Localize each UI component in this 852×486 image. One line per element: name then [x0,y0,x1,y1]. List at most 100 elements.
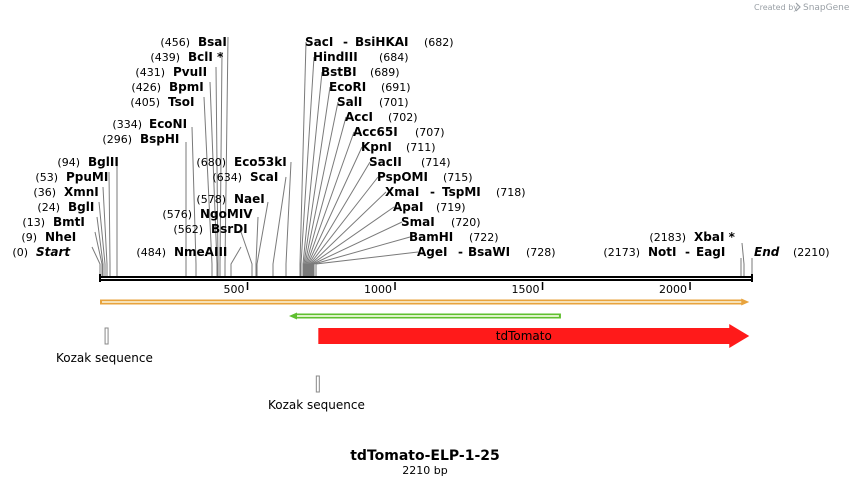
site-name-sali[interactable]: SalI [337,95,362,109]
site-name-bsawi[interactable]: BsaWI [468,245,510,259]
site-pos: (707) [415,126,445,139]
leader-bpmi [209,81,218,276]
site-name-nhei[interactable]: NheI [45,230,76,244]
leader-pspomi [309,176,379,276]
site-pos: (722) [469,231,499,244]
leader-smai [312,221,403,276]
leader-nmeaiii [230,246,242,276]
site-pos: (714) [421,156,451,169]
leader-bsai [224,36,229,276]
leader-ngomiv [255,216,259,276]
site-name-pspomi[interactable]: PspOMI [377,170,428,184]
site-name-econi[interactable]: EcoNI [149,117,187,131]
leader-hindiii [300,56,315,276]
leader-kpni [307,146,363,276]
site-pos: (728) [526,246,556,259]
leader-econi [191,126,197,276]
site-pos: (9) [21,231,37,244]
leader-pvuii [215,66,219,276]
site-pos: (296) [102,133,132,146]
tdtomato-arrow[interactable] [318,324,750,348]
site-name-naei[interactable]: NaeI [234,192,265,206]
bp-tick-1500 [541,282,544,290]
site-name-bamhi[interactable]: BamHI [409,230,453,244]
site-name-sacii[interactable]: SacII [369,155,402,169]
site-name-acci[interactable]: AccI [345,110,373,124]
features: Kozak sequence tdTomato Kozak sequence [56,298,750,412]
site-pos: (439) [150,51,180,64]
site-pos: (720) [451,216,481,229]
site-name-apai[interactable]: ApaI [393,200,423,214]
site-name-bpmi[interactable]: BpmI [169,80,204,94]
leader-scai [272,176,287,276]
site-name-bglii[interactable]: BglII [88,155,119,169]
leader-ppumi [108,171,111,276]
site-name-bstbi[interactable]: BstBI [321,65,357,79]
site-name-ppumi[interactable]: PpuMI [66,170,108,184]
site-name-xmai[interactable]: XmaI [385,185,419,199]
site-name-end[interactable]: End [754,245,780,259]
site-pos: (431) [135,66,165,79]
site-name-ngomiv[interactable]: NgoMIV [200,207,253,221]
site-pos: (702) [388,111,418,124]
site-name-saci[interactable]: SacI [305,35,333,49]
leader-acci [305,116,347,276]
sequence-backbone[interactable] [99,274,753,282]
site-pos: (53) [35,171,58,184]
site-pos: (334) [112,118,142,131]
site-name-xbai[interactable]: XbaI * [694,230,736,244]
site-name-pvuii[interactable]: PvuII [173,65,207,79]
site-name-nmeaiii[interactable]: NmeAIII [174,245,227,259]
leader-start [91,246,101,276]
site-name-eagi[interactable]: EagI [696,245,725,259]
site-name-scai[interactable]: ScaI [250,170,278,184]
site-name-ecori[interactable]: EcoRI [329,80,366,94]
site-pos: (405) [130,96,160,109]
leader-ecori [303,86,331,276]
site-name-bsai[interactable]: BsaI [198,35,227,49]
site-name-xmni[interactable]: XmnI [64,185,99,199]
site-name-hindiii[interactable]: HindIII [313,50,358,64]
site-name-kpni[interactable]: KpnI [361,140,392,154]
site-pos: (2183) [649,231,686,244]
leader-bamhi [313,236,411,276]
site-name-eco53ki[interactable]: Eco53kI [234,155,287,169]
leader-sacii [308,161,371,276]
site-name-tsoi[interactable]: TsoI [168,95,194,109]
site-pos: (711) [406,141,436,154]
map-length: 2210 bp [402,464,447,477]
kozak-sequence-label: Kozak sequence [56,351,153,365]
site-labels: (0) Start (9) NheI (13) BmtI (24) BglI (… [12,35,829,259]
site-name-bcli[interactable]: BclI * [188,50,224,64]
site-name-bsrdi[interactable]: BsrDI [211,222,248,236]
site-pos: (701) [379,96,409,109]
site-pos: (682) [424,36,454,49]
bp-tick-label: 500 [224,283,245,296]
bp-tick-label: 1000 [364,283,392,296]
orf-forward-inner [102,301,742,303]
kozak-sequence-marker[interactable] [104,327,109,345]
site-name-noti[interactable]: NotI [648,245,677,259]
site-name-acc65i[interactable]: Acc65I [353,125,398,139]
leader-bstbi [302,71,323,276]
site-name-bsphi[interactable]: BspHI [140,132,179,146]
site-pos: (718) [496,186,526,199]
site-name-agei[interactable]: AgeI [417,245,447,259]
site-pos: (426) [131,81,161,94]
site-pos: (484) [136,246,166,259]
site-name-start[interactable]: Start [36,245,71,259]
site-pos: (13) [22,216,45,229]
site-name-smai[interactable]: SmaI [401,215,435,229]
kozak-sequence-marker[interactable] [315,375,320,393]
site-pos: (715) [443,171,473,184]
site-name-bsihkai[interactable]: BsiHKAI [355,35,409,49]
site-sep-dash: - [343,35,348,49]
site-name-bmti[interactable]: BmtI [53,215,85,229]
leader-xmni [102,186,108,276]
tdtomato-label: tdTomato [496,329,552,343]
leader-saci [299,41,307,276]
leader-eco53ki [285,161,292,276]
site-name-tspmi[interactable]: TspMI [442,185,481,199]
site-name-bgli[interactable]: BglI [68,200,94,214]
snapgene-logo-icon [795,2,801,12]
